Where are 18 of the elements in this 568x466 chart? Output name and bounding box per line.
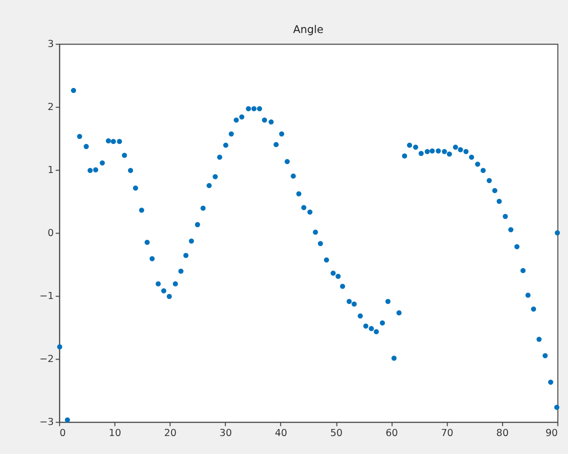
x-tick-label: 70 (440, 428, 454, 439)
y-tick-label: 1 (48, 165, 54, 176)
x-tick-label: 40 (274, 428, 288, 439)
x-tick-label: 10 (108, 428, 122, 439)
x-tick-label: 80 (496, 428, 509, 439)
y-tick-label: −2 (40, 354, 54, 366)
chart-title: Angle (293, 23, 324, 36)
y-tick-label: −3 (40, 417, 54, 428)
x-tick-label: 50 (330, 428, 343, 439)
x-tick-label: 0 (60, 428, 66, 439)
y-tick-label: −1 (40, 291, 54, 302)
x-tick-label: 90 (545, 428, 558, 439)
y-tick-label: 0 (48, 228, 54, 240)
x-tick-label: 30 (220, 428, 232, 439)
x-tick-label: 60 (386, 428, 398, 439)
x-tick-label: 20 (164, 428, 176, 439)
y-tick-label: 3 (48, 39, 54, 50)
y-tick-label: 2 (48, 102, 54, 114)
